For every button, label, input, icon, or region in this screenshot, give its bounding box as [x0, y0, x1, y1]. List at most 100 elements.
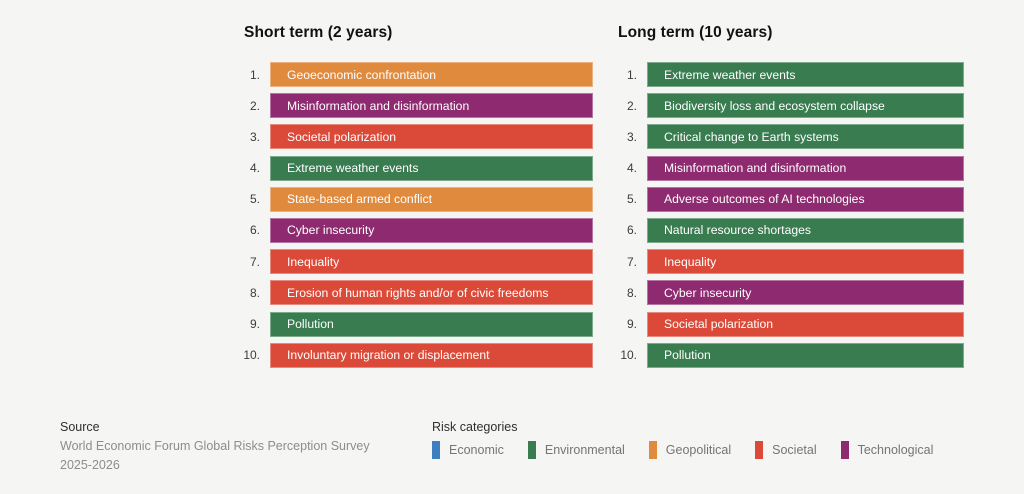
legend-label: Economic	[449, 443, 504, 457]
risk-label: Biodiversity loss and ecosystem collapse	[664, 98, 885, 113]
risk-rank: 5.	[626, 192, 637, 207]
risk-rank: 3.	[249, 129, 260, 144]
risk-bar: Extreme weather events	[270, 155, 593, 181]
risk-rank: 8.	[626, 285, 637, 300]
risk-rank: 10.	[243, 348, 260, 363]
risk-row: 8. Cyber insecurity	[600, 280, 964, 306]
risk-label: Inequality	[287, 254, 340, 269]
risk-row: 2. Biodiversity loss and ecosystem collap…	[600, 93, 964, 119]
long-term-column-title: Long term (10 years)	[618, 24, 773, 41]
source-line-2: 2025-2026	[60, 458, 120, 472]
long-term-risk-list: 1. Extreme weather events 2. Biodiversity l…	[600, 62, 964, 374]
risk-label: Extreme weather events	[287, 161, 419, 176]
risk-row: 10. Involuntary migration or displacement	[230, 342, 593, 368]
risk-label: Societal polarization	[664, 317, 774, 331]
risk-label: Pollution	[664, 348, 711, 363]
risk-row: 4. Extreme weather events	[230, 155, 593, 181]
risk-bar: Misinformation and disinformation	[647, 155, 964, 181]
risk-rank: 7.	[626, 254, 637, 269]
legend-item-societal: Societal	[755, 441, 817, 459]
risk-label: Inequality	[664, 254, 717, 269]
risk-rank: 3.	[626, 129, 637, 144]
legend-title: Risk categories	[432, 420, 518, 434]
risk-bar: Societal polarization	[647, 311, 964, 337]
legend-label: Technological	[857, 443, 934, 457]
legend-items: Economic Environmental Geopolitical Societa…	[432, 441, 933, 459]
risk-row: 4. Misinformation and disinformation	[600, 155, 964, 181]
risk-row: 1. Extreme weather events	[600, 62, 964, 87]
risk-rank: 9.	[626, 317, 637, 331]
source-label: Source	[60, 420, 100, 434]
risk-label: Involuntary migration or displacement	[287, 348, 490, 363]
risk-row: 5. Adverse outcomes of AI technologies	[600, 186, 964, 212]
legend-item-environmental: Environmental	[527, 441, 625, 459]
legend-item-geopolitical: Geopolitical	[648, 441, 732, 459]
legend-swatch-icon	[648, 441, 657, 459]
risk-label: Natural resource shortages	[664, 223, 811, 238]
legend-swatch-icon	[755, 441, 764, 459]
risk-bar: Pollution	[647, 342, 964, 368]
risk-label: Geoeconomic confrontation	[287, 67, 437, 82]
risk-rank: 1.	[249, 67, 260, 82]
risk-label: Misinformation and disinformation	[664, 161, 847, 176]
risk-bar: Extreme weather events	[647, 62, 964, 87]
risk-label: Misinformation and disinformation	[287, 98, 470, 113]
risk-rank: 9.	[249, 317, 260, 331]
legend-swatch-icon	[432, 441, 440, 459]
risk-rank: 10.	[620, 348, 637, 363]
risk-label: Extreme weather events	[664, 67, 796, 82]
risk-label: Adverse outcomes of AI technologies	[664, 192, 865, 207]
risk-bar: Pollution	[270, 311, 593, 337]
risk-label: Cyber insecurity	[664, 285, 752, 300]
risk-rank: 7.	[249, 254, 260, 269]
risk-row: 3. Societal polarization	[230, 124, 593, 150]
risk-row: 9. Societal polarization	[600, 311, 964, 337]
risk-rank: 6.	[626, 223, 637, 238]
risk-bar: Cyber insecurity	[270, 217, 593, 243]
risk-bar: Biodiversity loss and ecosystem collapse	[647, 93, 964, 119]
risk-label: Critical change to Earth systems	[664, 129, 839, 144]
risk-bar: State-based armed conflict	[270, 186, 593, 212]
legend-swatch-icon	[527, 441, 536, 459]
risk-rank: 4.	[626, 161, 637, 176]
risk-row: 8. Erosion of human rights and/or of civi…	[230, 280, 593, 306]
legend-label: Societal	[772, 443, 817, 457]
risk-rank: 2.	[626, 98, 637, 113]
legend-item-economic: Economic	[432, 441, 504, 459]
risk-row: 2. Misinformation and disinformation	[230, 93, 593, 119]
risk-row: 10. Pollution	[600, 342, 964, 368]
risk-rank: 2.	[249, 98, 260, 113]
risk-label: Cyber insecurity	[287, 223, 375, 238]
risk-bar: Natural resource shortages	[647, 217, 964, 243]
risk-bar: Erosion of human rights and/or of civic …	[270, 280, 593, 306]
risk-bar: Inequality	[647, 249, 964, 275]
risk-bar: Involuntary migration or displacement	[270, 342, 593, 368]
short-term-column-title: Short term (2 years)	[244, 24, 393, 41]
risk-rank: 5.	[249, 192, 260, 207]
risk-row: 7. Inequality	[230, 249, 593, 275]
risk-bar: Societal polarization	[270, 124, 593, 150]
risk-bar: Critical change to Earth systems	[647, 124, 964, 150]
risk-label: State-based armed conflict	[287, 192, 432, 207]
source-line-1: World Economic Forum Global Risks Percep…	[60, 439, 370, 453]
legend-label: Environmental	[544, 443, 625, 457]
legend-label: Geopolitical	[665, 443, 732, 457]
risk-rank: 8.	[249, 285, 260, 300]
risk-row: 6. Natural resource shortages	[600, 217, 964, 243]
risk-row: 9. Pollution	[230, 311, 593, 337]
risk-categories-legend: Risk categories Economic Environmental Geo…	[432, 418, 933, 459]
risk-label: Societal polarization	[287, 129, 397, 144]
risk-row: 5. State-based armed conflict	[230, 186, 593, 212]
risk-bar: Cyber insecurity	[647, 280, 964, 306]
risk-row: 7. Inequality	[600, 249, 964, 275]
risk-label: Erosion of human rights and/or of civic …	[287, 285, 549, 300]
risk-bar: Misinformation and disinformation	[270, 93, 593, 119]
risk-row: 1. Geoeconomic confrontation	[230, 62, 593, 87]
legend-item-technological: Technological	[840, 441, 934, 459]
risk-bar: Geoeconomic confrontation	[270, 62, 593, 87]
short-term-risk-list: 1. Geoeconomic confrontation 2. Misinformat…	[230, 62, 593, 374]
risk-bar: Inequality	[270, 249, 593, 275]
source-block: Source World Economic Forum Global Risks…	[60, 418, 370, 475]
risk-row: 3. Critical change to Earth systems	[600, 124, 964, 150]
